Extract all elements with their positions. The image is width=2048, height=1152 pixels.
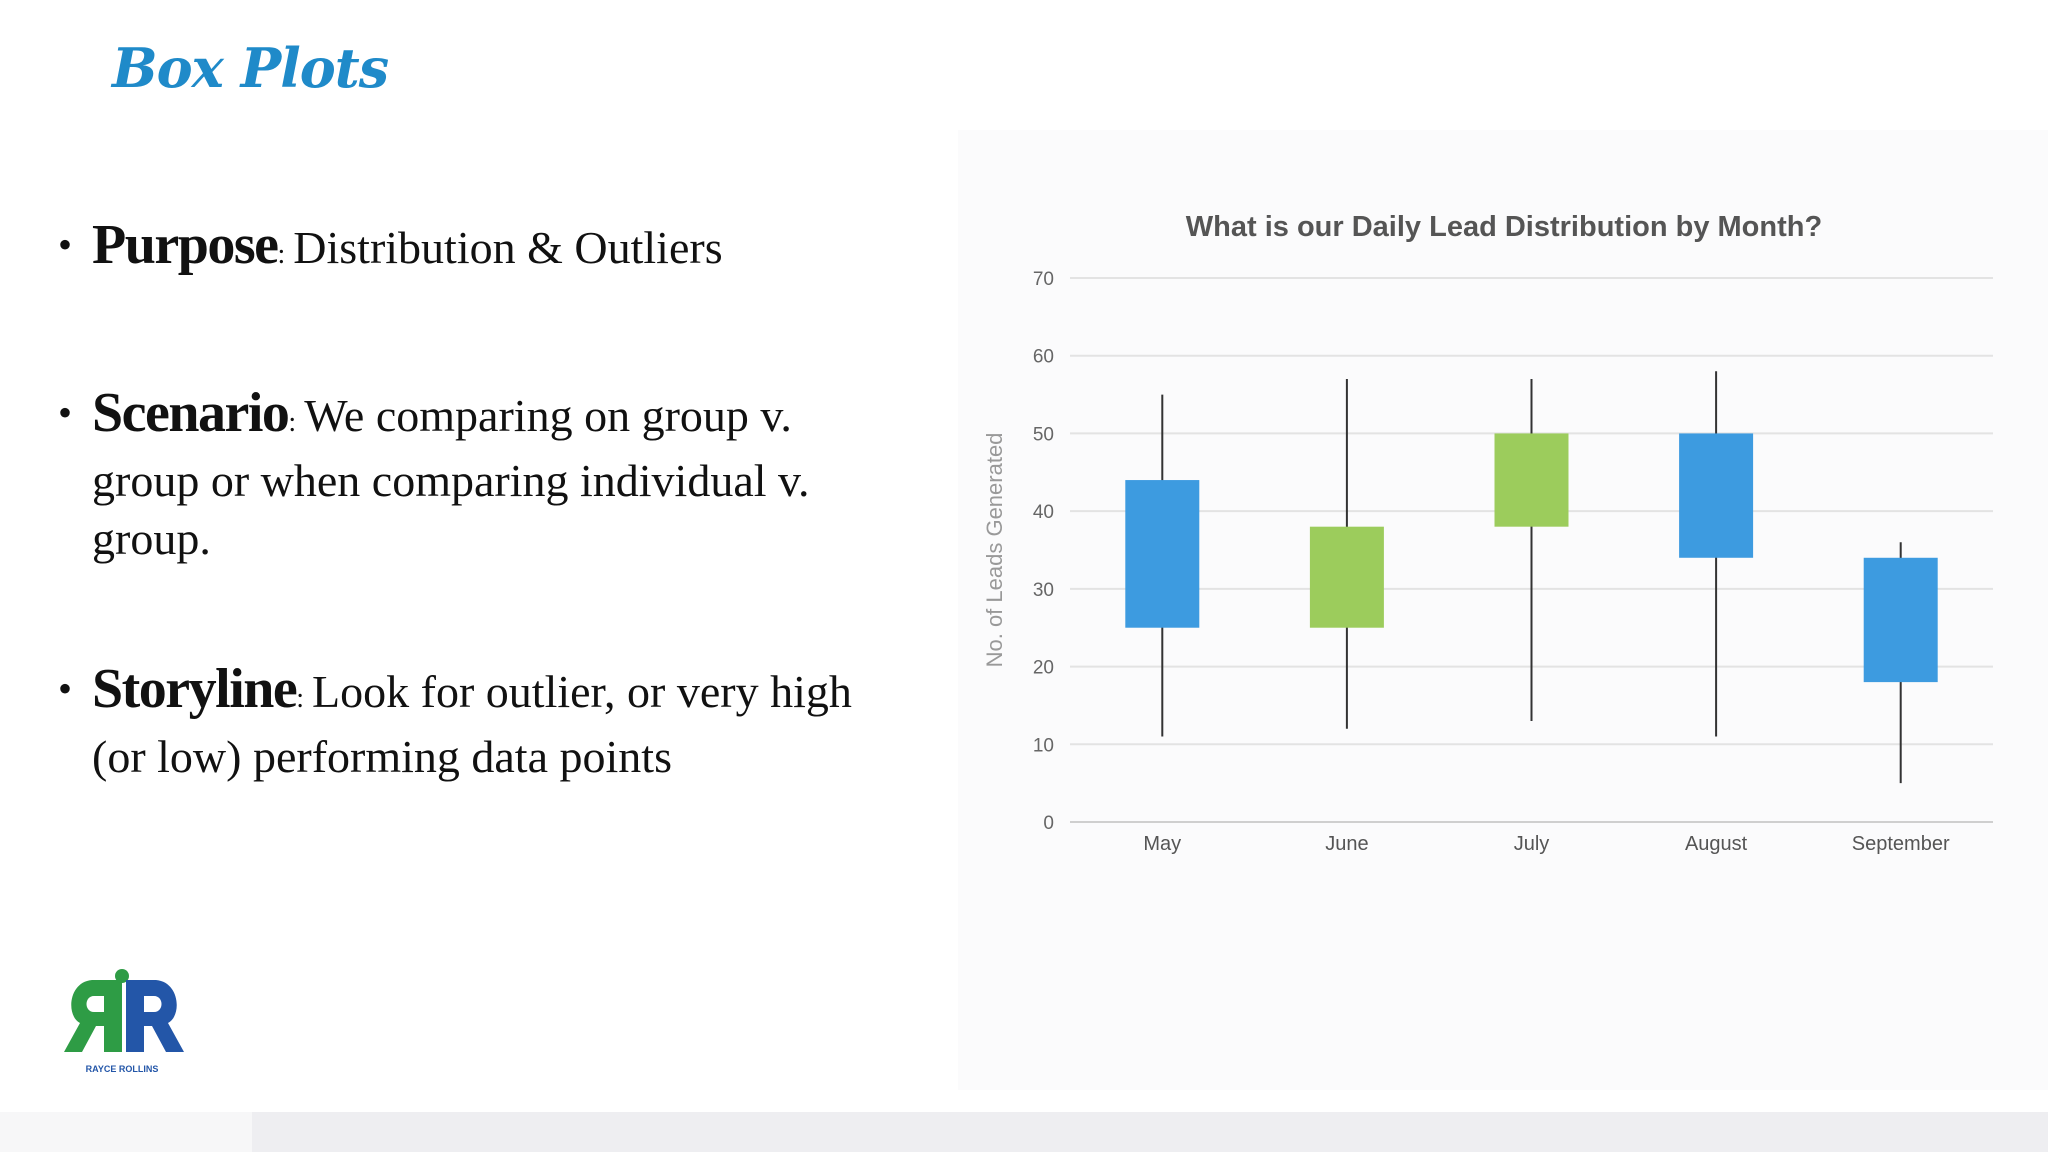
box-may — [1125, 394, 1200, 737]
bullet-dot: • — [58, 666, 73, 711]
box-plot-chart: What is our Daily Lead Distribution by M… — [982, 211, 1993, 855]
y-tick-label: 10 — [1033, 735, 1054, 756]
y-tick-label: 40 — [1033, 502, 1054, 523]
box-iqr — [1309, 526, 1384, 628]
x-tick-label: May — [1143, 833, 1181, 855]
box-september — [1863, 542, 1938, 784]
rayce-rollins-logo: RAYCE ROLLINS — [64, 969, 184, 1074]
box-august — [1679, 371, 1754, 737]
x-tick-labels: May June July August September — [1143, 833, 1950, 855]
footer-strip — [0, 1112, 2048, 1152]
y-tick-label: 20 — [1033, 658, 1054, 679]
bullet-text: We comparing on group v. group or when c… — [92, 390, 810, 564]
chart-title: What is our Daily Lead Distribution by M… — [1186, 211, 1822, 243]
bullet-dot: • — [58, 222, 73, 267]
bullet-term: Storyline — [92, 658, 298, 720]
bullet-scenario: • Scenario: We comparing on group v. grou… — [58, 384, 878, 568]
box-july — [1494, 379, 1569, 721]
y-tick-labels: 0 10 20 30 40 50 60 70 — [1033, 269, 1054, 834]
slide-title: Box Plots — [112, 36, 389, 100]
bullet-text: Distribution & Outliers — [293, 222, 723, 273]
x-tick-label: August — [1685, 833, 1748, 855]
bullet-storyline: • Storyline: Look for outlier, or very hi… — [58, 660, 898, 786]
x-tick-label: June — [1325, 833, 1368, 855]
logo-text: RAYCE ROLLINS — [86, 1064, 159, 1074]
x-tick-label: September — [1852, 833, 1950, 855]
bullet-dot: • — [58, 390, 73, 435]
box-series — [1125, 371, 1938, 784]
box-iqr — [1863, 557, 1938, 683]
y-tick-label: 60 — [1033, 347, 1054, 368]
bullet-term: Scenario — [92, 382, 290, 444]
box-iqr — [1494, 433, 1569, 527]
y-tick-label: 50 — [1033, 424, 1054, 445]
box-iqr — [1679, 433, 1754, 558]
y-tick-label: 30 — [1033, 580, 1054, 601]
box-june — [1309, 379, 1384, 729]
box-iqr — [1125, 480, 1200, 628]
bullet-text: Look for outlier, or very high (or low) … — [92, 666, 852, 782]
y-tick-label: 70 — [1033, 269, 1054, 290]
y-tick-label: 0 — [1043, 813, 1054, 834]
bullet-purpose: • Purpose: Distribution & Outliers — [58, 216, 958, 284]
y-axis-label: No. of Leads Generated — [982, 433, 1007, 668]
bullet-term: Purpose — [92, 214, 279, 276]
x-tick-label: July — [1514, 833, 1550, 855]
